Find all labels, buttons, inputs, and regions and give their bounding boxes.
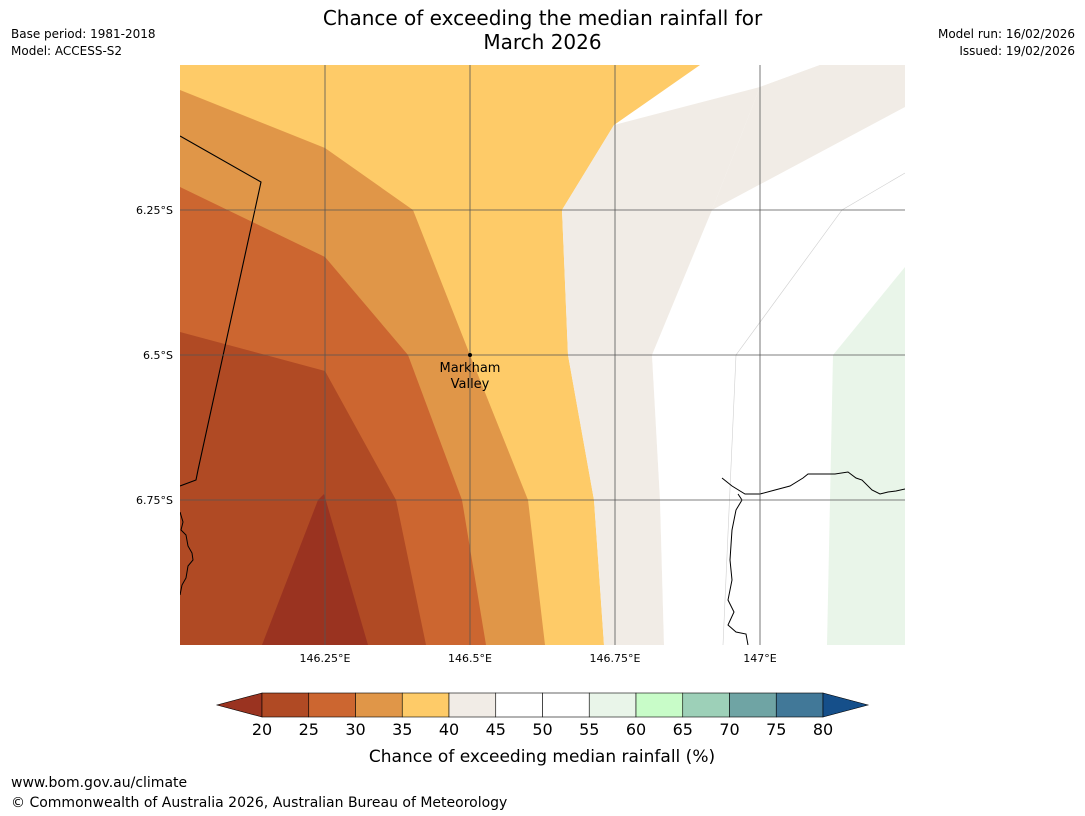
colorbar-swatch <box>495 692 543 718</box>
lon-label: 146.25°E <box>300 652 351 665</box>
place-label-1: Markham <box>440 361 501 376</box>
lat-label: 6.5°S <box>143 349 173 362</box>
place-label-2: Valley <box>451 377 490 392</box>
map-title: Chance of exceeding the median rainfall … <box>0 6 1085 54</box>
contour-40-45-b <box>760 65 905 107</box>
lat-label: 6.75°S <box>136 494 173 507</box>
colorbar-tick-label: 20 <box>252 720 272 739</box>
coastline-south <box>727 493 749 645</box>
base-period: Base period: 1981-2018 <box>11 27 156 41</box>
contour-20-25 <box>180 332 426 645</box>
footer-copyright: © Commonwealth of Australia 2026, Austra… <box>11 795 508 811</box>
colorbar-tick-label: 70 <box>719 720 739 739</box>
coastline-west <box>180 511 194 596</box>
lat-label: 6.25°S <box>136 204 173 217</box>
model-name: Model: ACCESS-S2 <box>11 44 123 58</box>
colorbar-tick-label: 30 <box>345 720 365 739</box>
lon-label: 147°E <box>743 652 776 665</box>
colorbar-extend-low <box>215 692 263 718</box>
map-panel <box>180 65 905 645</box>
colorbar-swatch <box>682 692 730 718</box>
contour-55-60 <box>827 267 905 645</box>
model-run: Model run: 16/02/2026 <box>937 27 1075 41</box>
colorbar-swatch <box>588 692 637 718</box>
colorbar-tick-label: 35 <box>392 720 412 739</box>
coastline-east <box>721 471 905 495</box>
colorbar-swatch <box>308 692 356 718</box>
colorbar-swatch <box>355 692 403 718</box>
title-line-2: March 2026 <box>483 30 602 54</box>
title-line-1: Chance of exceeding the median rainfall … <box>322 6 763 30</box>
colorbar-swatch <box>635 692 684 718</box>
colorbar-tick-label: 50 <box>532 720 552 739</box>
contour-below-20 <box>262 494 368 645</box>
colorbar-swatch <box>729 692 777 718</box>
colorbar-tick-label: 55 <box>579 720 599 739</box>
colorbar-tick-label: 60 <box>626 720 646 739</box>
meta-left: Base period: 1981-2018 Model: ACCESS-S2 <box>11 26 156 60</box>
lon-label: 146.75°E <box>590 652 641 665</box>
meta-right: Model run: 16/02/2026 Issued: 19/02/2026 <box>938 26 1075 60</box>
colorbar-title: Chance of exceeding median rainfall (%) <box>369 747 715 767</box>
colorbar-tick-label: 65 <box>673 720 693 739</box>
place-marker-icon <box>468 353 472 357</box>
colorbar-swatch <box>542 692 590 718</box>
issued-date: Issued: 19/02/2026 <box>959 44 1075 58</box>
colorbar-tick-label: 80 <box>813 720 833 739</box>
border-line <box>180 135 262 487</box>
colorbar-swatch <box>448 692 497 718</box>
contour-40-45-c <box>562 87 760 645</box>
colorbar-swatch <box>775 692 824 718</box>
graticule <box>180 65 905 645</box>
colorbar-tick-label: 45 <box>486 720 506 739</box>
colorbar-extend-high <box>822 692 870 718</box>
colorbar-tick-label: 40 <box>439 720 459 739</box>
lon-label: 146.5°E <box>448 652 492 665</box>
footer-url: www.bom.gov.au/climate <box>11 775 188 791</box>
colorbar-tick-label: 25 <box>299 720 319 739</box>
colorbar-labels: 20 25 30 35 40 45 50 55 60 65 70 75 80 <box>252 720 833 739</box>
colorbar-swatch <box>401 692 450 718</box>
colorbar <box>215 692 870 718</box>
colorbar-swatch <box>261 692 310 718</box>
colorbar-tick-label: 75 <box>766 720 786 739</box>
